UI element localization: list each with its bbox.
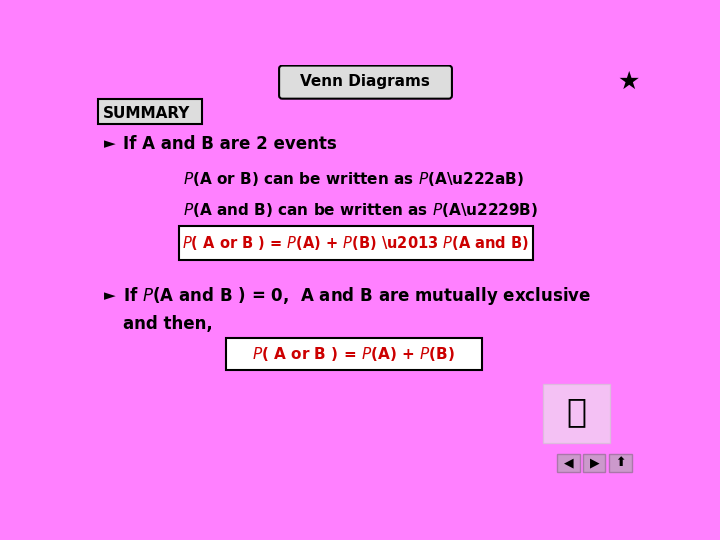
Text: If A and B are 2 events: If A and B are 2 events [122, 135, 336, 153]
Text: ⬆: ⬆ [616, 456, 626, 469]
Text: and then,: and then, [122, 315, 212, 333]
Text: $\mathit{P}$(A or B) can be written as $\mathit{P}$(A\u222aB): $\mathit{P}$(A or B) can be written as $… [183, 170, 524, 188]
FancyBboxPatch shape [179, 226, 533, 260]
FancyBboxPatch shape [557, 454, 580, 472]
FancyBboxPatch shape [543, 383, 610, 443]
Text: Venn Diagrams: Venn Diagrams [300, 74, 430, 89]
FancyBboxPatch shape [279, 65, 452, 99]
Text: If $\mathit{P}$(A and B ) = 0,  A and B are mutually exclusive: If $\mathit{P}$(A and B ) = 0, A and B a… [122, 285, 590, 307]
Text: ►: ► [104, 137, 116, 152]
Text: ★: ★ [618, 70, 640, 94]
Text: SUMMARY: SUMMARY [102, 106, 190, 121]
Text: $\mathit{P}$( A or B ) = $\mathit{P}$(A) + $\mathit{P}$(B): $\mathit{P}$( A or B ) = $\mathit{P}$(A)… [252, 345, 455, 363]
Text: $\mathit{P}$( A or B ) = $\mathit{P}$(A) + $\mathit{P}$(B) \u2013 $\mathit{P}$(A: $\mathit{P}$( A or B ) = $\mathit{P}$(A)… [182, 234, 529, 252]
FancyBboxPatch shape [609, 454, 631, 472]
Text: ◀: ◀ [564, 456, 574, 469]
FancyBboxPatch shape [98, 99, 202, 124]
Text: ▶: ▶ [590, 456, 599, 469]
FancyBboxPatch shape [225, 338, 482, 370]
Text: 📓: 📓 [566, 395, 586, 428]
FancyBboxPatch shape [583, 454, 606, 472]
Text: ►: ► [104, 288, 116, 303]
Text: $\mathit{P}$(A and B) can be written as $\mathit{P}$(A\u2229B): $\mathit{P}$(A and B) can be written as … [183, 200, 538, 219]
